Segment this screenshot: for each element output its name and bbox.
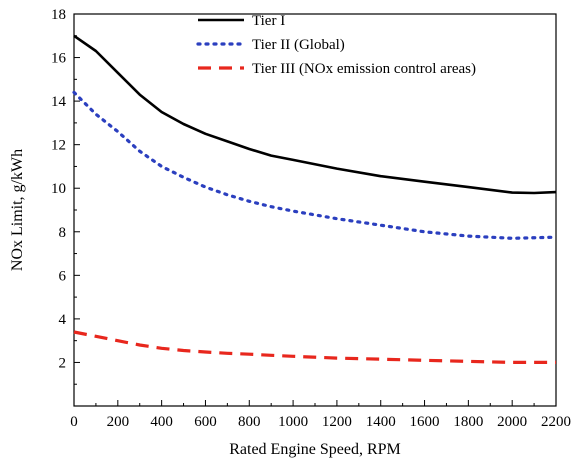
y-tick-label: 16 xyxy=(51,51,67,67)
series-line-1 xyxy=(73,34,557,195)
x-axis-title: Rated Engine Speed, RPM xyxy=(229,441,401,458)
y-tick-label: 6 xyxy=(59,268,67,284)
series-layer xyxy=(72,34,558,364)
y-tick-label: 2 xyxy=(59,355,67,371)
y-tick-label: 18 xyxy=(51,7,66,23)
x-tick-label: 1200 xyxy=(322,414,352,430)
legend: Tier I Tier II (Global) Tier III (NOx emis… xyxy=(196,13,476,77)
series-line-2 xyxy=(72,90,558,240)
y-tick-label: 12 xyxy=(51,138,66,154)
x-tick-label: 1800 xyxy=(453,414,483,430)
x-tick-label: 2200 xyxy=(541,414,571,430)
legend-label-1: Tier I xyxy=(252,13,285,29)
y-tick-label: 8 xyxy=(59,225,67,241)
y-tick-label: 4 xyxy=(59,312,67,328)
x-tick-label: 1000 xyxy=(278,414,308,430)
x-tick-label: 1400 xyxy=(366,414,396,430)
y-tick-label: 14 xyxy=(51,94,67,110)
x-tick-label: 400 xyxy=(150,414,173,430)
series-line-3 xyxy=(73,330,556,364)
legend-label-2: Tier II (Global) xyxy=(252,37,345,53)
x-tick-label: 600 xyxy=(194,414,217,430)
legend-label-3: Tier III (NOx emission control areas) xyxy=(252,61,476,77)
x-tick-label: 800 xyxy=(238,414,261,430)
x-tick-label: 1600 xyxy=(410,414,440,430)
ticks-layer: 0 200 400 600 800 1000 1200 1400 1600 1800 2000 220… xyxy=(51,7,571,430)
y-axis-title: NOx Limit, g/kWh xyxy=(9,149,26,271)
y-tick-label: 10 xyxy=(51,181,66,197)
x-tick-label: 0 xyxy=(70,414,78,430)
x-tick-label: 2000 xyxy=(497,414,527,430)
x-tick-label: 200 xyxy=(107,414,130,430)
